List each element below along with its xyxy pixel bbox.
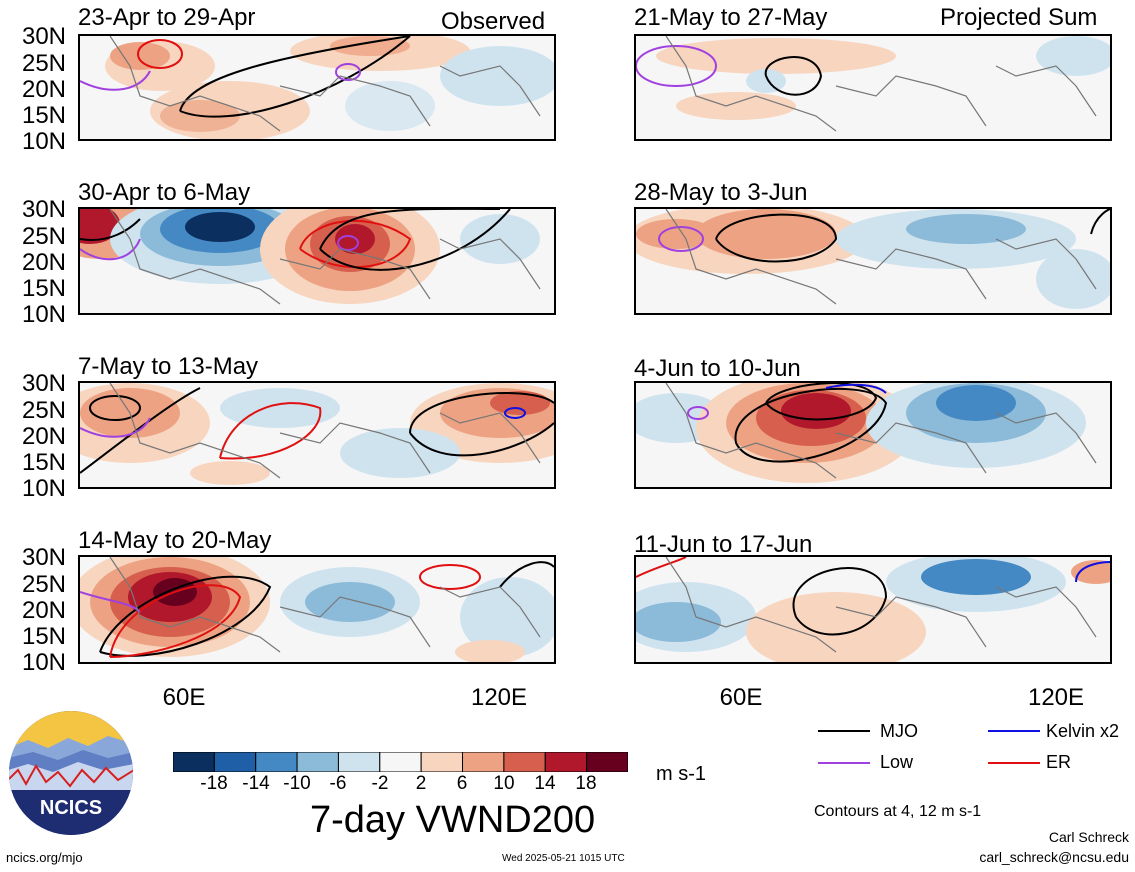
legend-label-mjo: MJO [880,721,918,741]
svg-text:NCICS: NCICS [40,797,102,819]
colorbar-swatch-3 [255,751,298,773]
lat-label-15n: 15N [21,449,66,476]
colorbar-tick-label: -14 [242,773,270,794]
legend-line-er [988,762,1040,764]
lat-label-20n: 20N [21,249,66,276]
site-link[interactable]: ncics.org/mjo [6,850,83,865]
panel-title-3: 7-May to 13-May [78,353,259,380]
colorbar-swatch-1 [172,751,215,773]
panel-title-4: 14-May to 20-May [78,527,272,554]
map-panel-3 [78,381,556,489]
colorbar-swatch-10 [544,751,588,773]
lon-label-60e: 60E [162,684,206,711]
author-email: carl_schreck@ncsu.edu [979,849,1129,865]
colorbar-swatch-2 [213,751,257,773]
lat-label-10n: 10N [21,128,66,155]
lat-label-30n: 30N [21,544,66,571]
colorbar [172,751,629,773]
colorbar-tick-label: 2 [415,773,427,794]
observed-label: Observed [441,8,546,35]
lat-label-10n: 10N [21,301,66,328]
lat-label-25n: 25N [21,571,66,598]
figure-title: 7-day VWND200 [310,799,596,841]
lat-label-15n: 15N [21,275,66,302]
colorbar-swatch-9 [503,751,546,773]
lon-label-120e: 120E [1027,684,1085,711]
panel-title-6: 28-May to 3-Jun [634,179,808,206]
lat-label-15n: 15N [21,623,66,650]
colorbar-swatch-7 [420,751,464,773]
lat-label-30n: 30N [21,370,66,397]
colorbar-swatch-8 [462,751,505,773]
map-panel-2 [78,207,556,315]
timestamp: Wed 2025-05-21 1015 UTC [502,853,625,864]
colorbar-tick-label: 10 [493,773,515,794]
lat-label-25n: 25N [21,50,66,77]
ncics-logo: NCICS [8,710,134,836]
contours-note: Contours at 4, 12 m s-1 [814,803,982,820]
map-panel-1 [78,34,556,141]
projected-label: Projected Sum [940,4,1098,31]
colorbar-tick-label: -18 [200,773,228,794]
colorbar-tick-label: 14 [534,773,556,794]
lat-label-15n: 15N [21,102,66,129]
legend-label-er: ER [1046,752,1072,772]
colorbar-swatch-4 [296,751,339,773]
panel-title-1: 23-Apr to 29-Apr [78,4,256,31]
colorbar-tick-label: 6 [456,773,468,794]
lat-label-30n: 30N [21,196,66,223]
legend-line-kelvin [988,730,1040,732]
map-panel-5 [634,34,1112,141]
lon-label-60e: 60E [719,684,763,711]
colorbar-tick-label: -6 [329,773,347,794]
panel-title-5: 21-May to 27-May [634,4,828,31]
lat-label-25n: 25N [21,223,66,250]
colorbar-tick-label: 18 [575,773,597,794]
lon-label-120e: 120E [470,684,528,711]
map-panel-6 [634,207,1112,315]
legend-label-low: Low [880,752,914,772]
panel-title-2: 30-Apr to 6-May [78,179,251,206]
map-panel-4 [78,555,556,664]
author-name: Carl Schreck [1048,829,1129,845]
lat-label-20n: 20N [21,597,66,624]
colorbar-tick-label: -10 [283,773,311,794]
lat-label-25n: 25N [21,397,66,424]
legend-line-mjo [818,730,870,732]
legend-line-low [818,762,870,764]
lat-label-20n: 20N [21,423,66,450]
panel-title-7: 4-Jun to 10-Jun [634,355,801,382]
colorbar-tick-label: -2 [371,773,389,794]
colorbar-swatch-11 [586,751,629,773]
map-panel-8 [634,555,1112,664]
lat-label-30n: 30N [21,23,66,50]
lat-label-20n: 20N [21,76,66,103]
map-panel-7 [634,381,1112,489]
lat-label-10n: 10N [21,649,66,676]
colorbar-units: m s-1 [656,763,706,785]
legend-label-kelvin: Kelvin x2 [1046,721,1120,741]
colorbar-swatch-5 [337,751,381,773]
colorbar-swatch-6 [379,751,422,773]
panel-title-8: 11-Jun to 17-Jun [634,531,813,558]
lat-label-10n: 10N [21,475,66,502]
